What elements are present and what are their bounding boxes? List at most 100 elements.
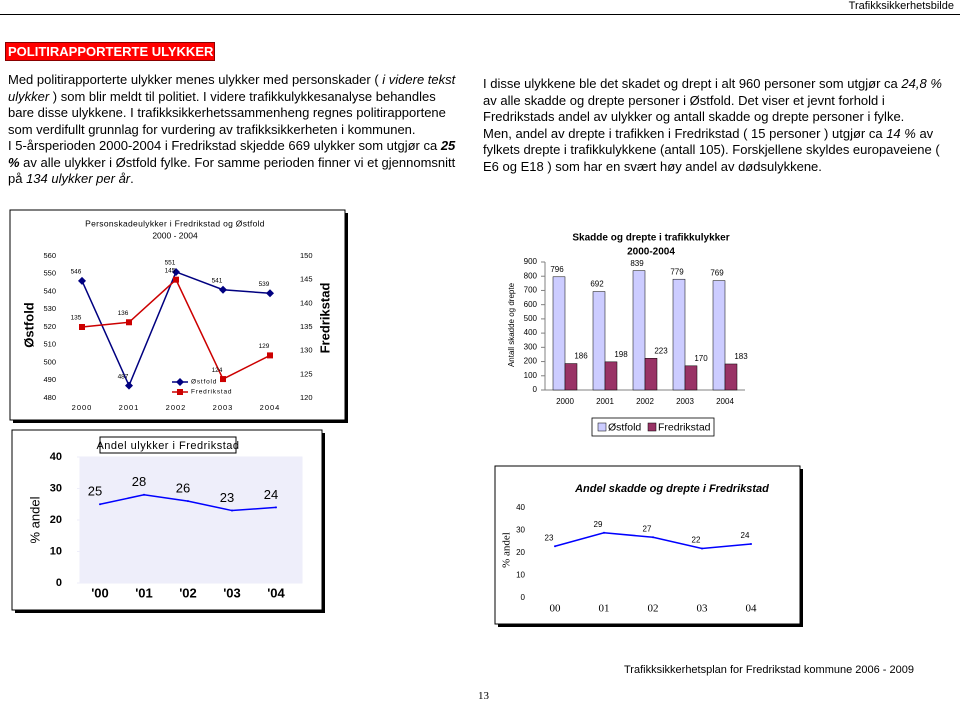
plot-area — [79, 456, 303, 584]
text-run: av alle ulykker i Østfold fylke. For sam… — [8, 154, 456, 187]
data-label: 129 — [259, 343, 270, 350]
data-label: 796 — [550, 265, 564, 274]
data-label: 839 — [630, 259, 644, 268]
data-label: 145 — [165, 267, 176, 274]
data-label: 487 — [118, 373, 129, 380]
x-tick-label: 02 — [648, 603, 659, 615]
data-label: 27 — [643, 524, 652, 533]
data-label: 135 — [71, 315, 82, 322]
paragraph: I 5-årsperioden 2000-2004 i Fredrikstad … — [8, 138, 460, 188]
data-label: 29 — [594, 520, 603, 529]
data-label: 546 — [71, 269, 82, 276]
point — [176, 378, 184, 386]
y-tick-label: 480 — [43, 393, 56, 402]
y2-tick-label: 130 — [300, 346, 313, 355]
y-tick-label: 510 — [43, 340, 56, 349]
y-tick-label: 400 — [524, 328, 538, 337]
axis-title: % andel — [501, 532, 513, 568]
x-tick-label: 2002 — [636, 397, 654, 406]
plot-area — [534, 507, 791, 599]
data-label: 198 — [614, 350, 628, 359]
data-label: 24 — [264, 487, 278, 502]
y-tick-label: 520 — [43, 322, 56, 331]
point — [125, 381, 133, 390]
paragraph: I disse ulykkene ble det skadet og drept… — [483, 76, 945, 126]
y-tick-label: 500 — [524, 314, 538, 323]
text-run: av alle skadde og drepte personer i Østf… — [483, 92, 905, 125]
x-tick-label: '04 — [267, 585, 285, 600]
legend-label: Fredrikstad — [658, 421, 711, 433]
emphasis: i videre tekst ulykker — [8, 72, 456, 104]
data-label: 136 — [118, 310, 129, 317]
bar — [632, 270, 646, 391]
y-tick-label: 800 — [524, 271, 538, 280]
point — [652, 536, 654, 539]
point — [603, 531, 605, 534]
data-label: 541 — [212, 277, 223, 284]
y2-tick-label: 145 — [300, 275, 313, 284]
text-run: Med politirapporterte ulykker menes ulyk… — [8, 72, 383, 87]
page-number: 13 — [478, 690, 489, 702]
y-tick-label: 700 — [524, 286, 538, 295]
data-label: 26 — [176, 481, 190, 496]
emphasis: 134 ulykker per år — [26, 171, 131, 186]
data-label: 22 — [692, 536, 701, 545]
point — [554, 545, 556, 548]
text-run: I disse ulykkene ble det skadet og drept… — [483, 76, 902, 91]
y-tick-label: 10 — [516, 571, 525, 580]
axis-title: Antall skadde og drepte — [507, 282, 516, 367]
point — [266, 289, 274, 298]
frame — [9, 209, 346, 421]
x-tick-label: 2003 — [676, 397, 694, 406]
y2-tick-label: 140 — [300, 298, 313, 307]
chart-title: Andel skadde og drepte i Fredrikstad — [574, 483, 769, 495]
y-tick-label: 40 — [50, 451, 62, 463]
data-label: 769 — [710, 269, 724, 278]
chart-title: Andel ulykker i Fredrikstad — [96, 440, 239, 452]
emphasis: 24,8 % — [901, 76, 942, 91]
chart-title: Personskadeulykker i Fredrikstad og Østf… — [85, 218, 265, 228]
data-label: 186 — [574, 352, 588, 361]
legend-label: Fredrikstad — [191, 389, 232, 396]
chart-subtitle: 2000 - 2004 — [152, 230, 198, 240]
y-tick-label: 40 — [516, 503, 525, 512]
legend-box — [591, 417, 715, 437]
y-tick-label: 0 — [56, 577, 62, 589]
point — [99, 503, 101, 506]
bar — [724, 363, 738, 391]
legend-label: Østfold — [608, 421, 641, 433]
data-label: 28 — [132, 474, 146, 489]
y-tick-label: 20 — [50, 514, 62, 526]
x-tick-label: 2004 — [260, 403, 281, 412]
data-label: 25 — [88, 484, 102, 499]
data-label: 183 — [734, 352, 748, 361]
x-tick-label: 2001 — [596, 397, 614, 406]
point — [177, 389, 183, 395]
y-tick-label: 550 — [43, 269, 56, 278]
x-tick-label: '03 — [223, 585, 241, 600]
x-tick-label: '00 — [91, 585, 109, 600]
point — [267, 352, 273, 359]
bar — [552, 276, 566, 391]
y2-tick-label: 135 — [300, 322, 313, 331]
bar — [712, 280, 726, 391]
y-tick-label: 900 — [524, 257, 538, 266]
y2-tick-label: 125 — [300, 369, 313, 378]
emphasis: 14 % — [886, 125, 916, 141]
point — [79, 324, 85, 330]
y-tick-label: 500 — [43, 357, 56, 366]
title-box — [99, 436, 237, 454]
x-tick-label: 2002 — [166, 403, 187, 412]
y-tick-label: 30 — [50, 482, 62, 494]
footer-text: Trafikksikkerhetsplan for Fredrikstad ko… — [624, 664, 914, 676]
point — [187, 500, 189, 503]
x-tick-label: 01 — [599, 603, 610, 615]
text-run: av fylkets drepte i trafikkulykkene (ant… — [483, 125, 940, 174]
bar — [644, 358, 658, 391]
data-label: 223 — [654, 346, 668, 355]
point — [275, 506, 277, 509]
right-text: I disse ulykkene ble det skadet og drept… — [483, 76, 945, 175]
text-run: I 5-årsperioden 2000-2004 i Fredrikstad … — [8, 138, 441, 153]
